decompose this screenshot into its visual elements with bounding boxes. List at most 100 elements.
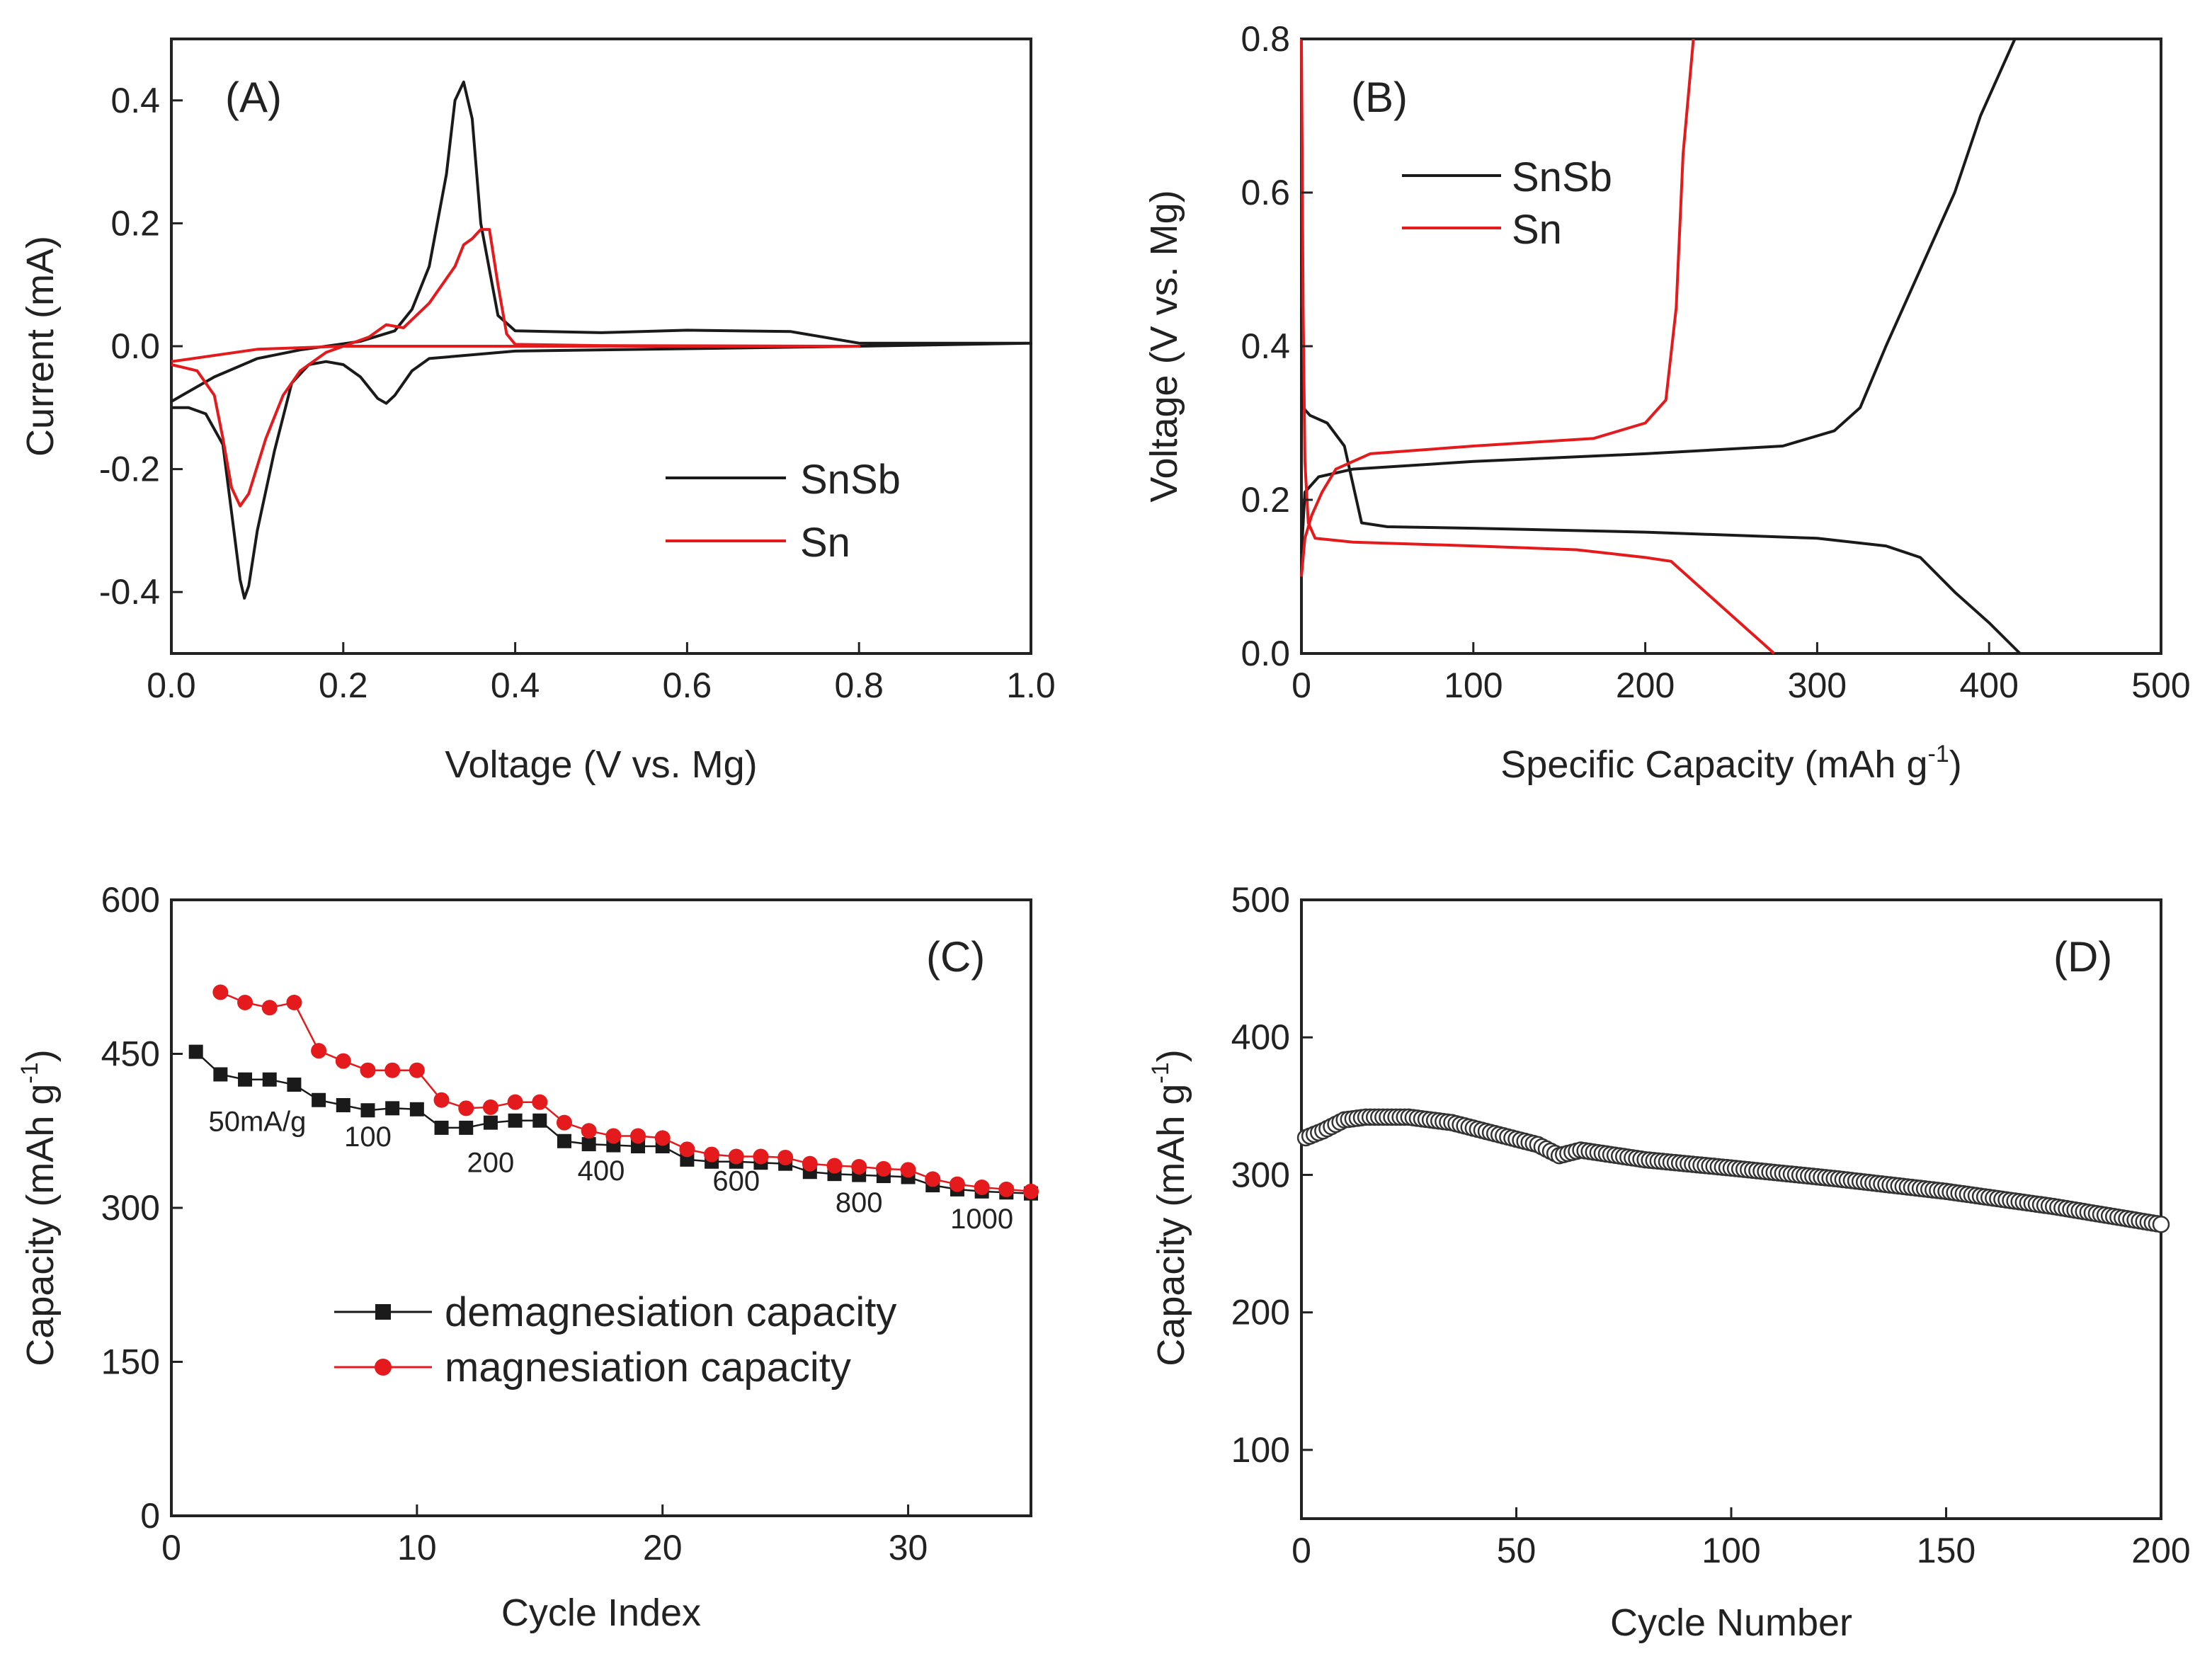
legend: demagnesiation capacity magnesiation cap… [334, 1289, 896, 1391]
data-point-demagnesiation-capacity [581, 1137, 596, 1152]
data-point-demagnesiation-capacity [459, 1120, 474, 1135]
data-point-demagnesiation-capacity [557, 1133, 571, 1148]
y-axis-label: Capacity (mAh g-1) [1147, 1049, 1192, 1366]
data-point-magnesiation-capacity [286, 995, 302, 1010]
data-point-demagnesiation-capacity [336, 1098, 350, 1112]
data-point-magnesiation-capacity [900, 1162, 916, 1178]
y-tick-label: -0.4 [99, 572, 160, 612]
data-point-snsb [2152, 1216, 2170, 1233]
data-point-magnesiation-capacity [384, 1062, 401, 1078]
x-axis-label: Cycle Index [501, 1592, 701, 1634]
panel-label: (D) [2053, 933, 2112, 981]
data-point-magnesiation-capacity [826, 1158, 843, 1174]
x-tick-label: 20 [643, 1528, 683, 1568]
y-tick-label: 0.4 [1241, 326, 1290, 366]
data-point-demagnesiation-capacity [532, 1113, 547, 1128]
y-tick-label: 0.0 [110, 326, 160, 366]
data-point-magnesiation-capacity [433, 1092, 450, 1108]
series-line-snsb-charge [1300, 38, 2017, 554]
rate-annotation: 800 [836, 1187, 883, 1218]
y-tick-label: 0.8 [1241, 19, 1290, 59]
panel-d: 0 50 100 150 200 100 200 300 400 500 (D) Cycle Nu… [1147, 880, 2191, 1644]
data-point-magnesiation-capacity [851, 1159, 867, 1175]
data-point-magnesiation-capacity [482, 1099, 498, 1115]
data-point-demagnesiation-capacity [409, 1102, 424, 1117]
y-tick-label: 100 [1231, 1430, 1290, 1470]
y-axis-label: Capacity (mAh g-1) [16, 1049, 62, 1366]
x-tick-label: 50 [1497, 1531, 1537, 1570]
legend-label-snsb: SnSb [800, 457, 901, 503]
rate-annotation: 1000 [950, 1204, 1013, 1235]
data-point-magnesiation-capacity [360, 1062, 376, 1078]
data-point-magnesiation-capacity [654, 1130, 671, 1146]
series-line-sn [171, 228, 861, 508]
panel-label: (C) [926, 933, 985, 981]
data-point-magnesiation-capacity [998, 1181, 1015, 1197]
x-tick-label: 1.0 [1006, 666, 1056, 705]
legend-label-demag: demagnesiation capacity [445, 1289, 896, 1335]
rate-annotation: 400 [578, 1155, 625, 1187]
x-tick-label: 10 [397, 1528, 437, 1568]
rate-annotation: 50mA/g [208, 1106, 306, 1137]
data-point-magnesiation-capacity [261, 1000, 278, 1016]
y-tick-label: 300 [101, 1188, 160, 1228]
x-tick-label: 300 [1788, 666, 1847, 705]
y-tick-label: 200 [1231, 1293, 1290, 1332]
data-point-magnesiation-capacity [458, 1100, 474, 1117]
y-tick-label: 450 [101, 1034, 160, 1074]
data-point-demagnesiation-capacity [508, 1113, 523, 1128]
x-tick-label: 0.2 [319, 666, 368, 705]
data-point-magnesiation-capacity [949, 1176, 965, 1192]
legend-label-mag: magnesiation capacity [445, 1344, 851, 1391]
y-tick-label: 0.4 [110, 81, 160, 120]
x-tick-label: 200 [2131, 1531, 2190, 1570]
y-tick-label: 0.2 [1241, 480, 1290, 520]
rate-annotation: 100 [344, 1121, 392, 1153]
x-tick-label: 100 [1444, 666, 1503, 705]
data-point-demagnesiation-capacity [312, 1092, 326, 1107]
data-point-magnesiation-capacity [556, 1114, 572, 1131]
panel-label: (A) [225, 74, 282, 121]
legend-marker-mag [375, 1359, 392, 1376]
data-point-magnesiation-capacity [581, 1123, 597, 1139]
x-tick-label: 200 [1616, 666, 1675, 705]
x-axis-label: Cycle Number [1610, 1601, 1852, 1644]
panel-a: 0.0 0.2 0.4 0.6 0.8 1.0-0.4-0.20.00.20.4 (A) … [19, 38, 1056, 786]
rate-annotation: 600 [712, 1165, 760, 1197]
x-tick-label: 500 [2131, 666, 2190, 705]
x-tick-label: 150 [1917, 1531, 1976, 1570]
x-tick-label: 400 [1959, 666, 2018, 705]
y-tick-label: -0.2 [99, 450, 160, 489]
data-point-demagnesiation-capacity [385, 1101, 400, 1116]
data-point-magnesiation-capacity [802, 1155, 818, 1172]
y-tick-label: 0.6 [1241, 173, 1290, 212]
data-point-magnesiation-capacity [532, 1094, 548, 1110]
data-point-magnesiation-capacity [875, 1160, 891, 1177]
data-point-magnesiation-capacity [409, 1062, 425, 1078]
series-line-snsb [1300, 307, 2022, 655]
x-tick-label: 0 [161, 1528, 181, 1568]
series-line-sn [1300, 38, 1776, 655]
data-point-magnesiation-capacity [335, 1053, 351, 1069]
data-point-demagnesiation-capacity [262, 1072, 277, 1087]
x-axis-label: Voltage (V vs. Mg) [445, 743, 757, 786]
y-tick-label: 400 [1231, 1017, 1290, 1057]
data-point-magnesiation-capacity [605, 1128, 622, 1144]
data-point-magnesiation-capacity [1023, 1183, 1039, 1199]
data-point-demagnesiation-capacity [360, 1103, 375, 1118]
data-point-magnesiation-capacity [728, 1148, 744, 1165]
plot-frame [1300, 38, 2162, 655]
x-tick-label: 0 [1292, 666, 1311, 705]
legend-marker-demag [375, 1304, 391, 1320]
y-tick-label: 0 [140, 1496, 160, 1536]
data-point-magnesiation-capacity [311, 1043, 327, 1059]
panel-b: 0 100 200 300 400 500 0.0 0.2 0.4 0.6 0.8 (B) Spec… [1143, 19, 2191, 786]
data-point-demagnesiation-capacity [483, 1115, 498, 1130]
legend: SnSb Sn [666, 457, 901, 566]
x-tick-label: 0.6 [663, 666, 712, 705]
legend-label-sn: Sn [1512, 207, 1562, 253]
series-line-sn-charge [1300, 38, 1695, 577]
panel-label: (B) [1351, 74, 1408, 121]
x-tick-label: 0 [1292, 1531, 1311, 1570]
series-line-magnesiation-capacity [220, 991, 1032, 1193]
